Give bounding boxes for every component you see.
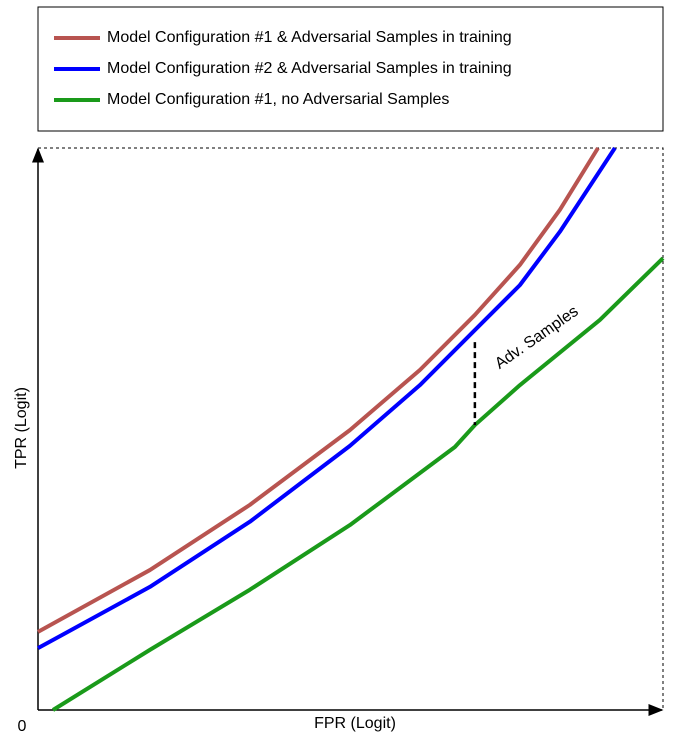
legend-box — [37, 6, 664, 132]
legend-label: Model Configuration #1, no Adversarial S… — [107, 91, 449, 108]
series-line — [37, 146, 600, 634]
series-line — [37, 146, 617, 650]
legend-label: Model Configuration #1 & Adversarial Sam… — [107, 29, 512, 46]
x-axis-label: FPR (Logit) — [314, 715, 396, 732]
series-line — [51, 256, 665, 712]
legend: Model Configuration #1 & Adversarial Sam… — [54, 29, 512, 108]
y-axis-label: TPR (Logit) — [13, 387, 30, 469]
annotation: Adv. Samples — [492, 303, 582, 373]
plot-frame — [38, 147, 664, 710]
legend-label: Model Configuration #2 & Adversarial Sam… — [107, 60, 512, 77]
x-tick-label: 0 — [18, 718, 27, 735]
